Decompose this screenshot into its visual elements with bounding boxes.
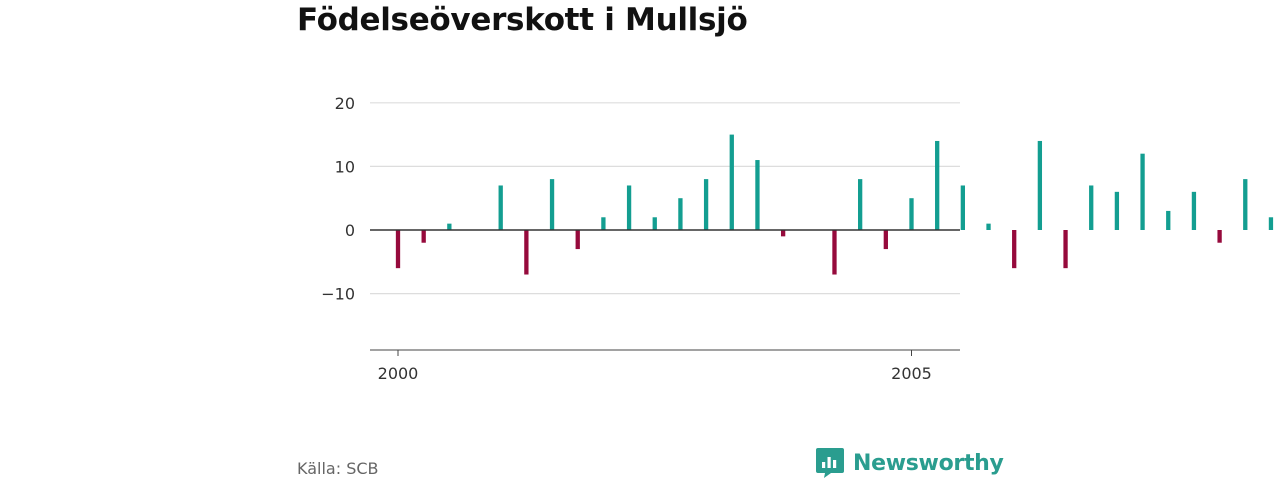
bar <box>1012 230 1017 269</box>
bar <box>1114 191 1120 230</box>
bar <box>1063 230 1068 269</box>
y-tick-label: 0 <box>345 221 355 240</box>
bar <box>909 198 914 230</box>
bars <box>395 134 1274 275</box>
source-label: Källa: SCB <box>297 459 379 478</box>
y-tick-label: 10 <box>335 157 355 176</box>
bar <box>421 230 426 243</box>
bar <box>652 217 657 230</box>
bar <box>498 185 503 230</box>
newsworthy-logo-icon <box>816 448 844 478</box>
bar <box>1191 191 1197 230</box>
bar <box>575 230 580 250</box>
x-tick-label: 2000 <box>378 364 419 383</box>
bar <box>780 230 786 237</box>
grid-lines <box>370 102 960 295</box>
bar <box>935 140 940 230</box>
bar <box>549 179 555 230</box>
brand-name: Newsworthy <box>853 450 1004 476</box>
bar <box>626 185 632 230</box>
bar <box>601 217 606 230</box>
bar <box>703 179 709 230</box>
bar <box>960 185 965 230</box>
x-tick-label: 2005 <box>891 364 932 383</box>
bar <box>858 179 863 230</box>
bar <box>1089 185 1094 230</box>
bar <box>832 230 837 275</box>
bar <box>1140 153 1145 230</box>
bar <box>678 198 683 230</box>
y-tick-label: 20 <box>335 94 355 113</box>
bar <box>524 230 529 275</box>
brand: Newsworthy <box>815 447 1004 479</box>
bar <box>986 223 991 230</box>
bar <box>729 134 734 230</box>
bar <box>1037 140 1043 230</box>
bar <box>447 223 452 230</box>
bar <box>1217 230 1222 243</box>
y-tick-label: −10 <box>321 285 355 304</box>
chart-title: Födelseöverskott i Mullsjö <box>297 2 748 38</box>
bar <box>755 160 760 230</box>
bar <box>395 230 401 269</box>
bar <box>1268 217 1274 230</box>
bar <box>883 230 888 250</box>
bar <box>1243 179 1248 230</box>
bar <box>1166 210 1171 230</box>
